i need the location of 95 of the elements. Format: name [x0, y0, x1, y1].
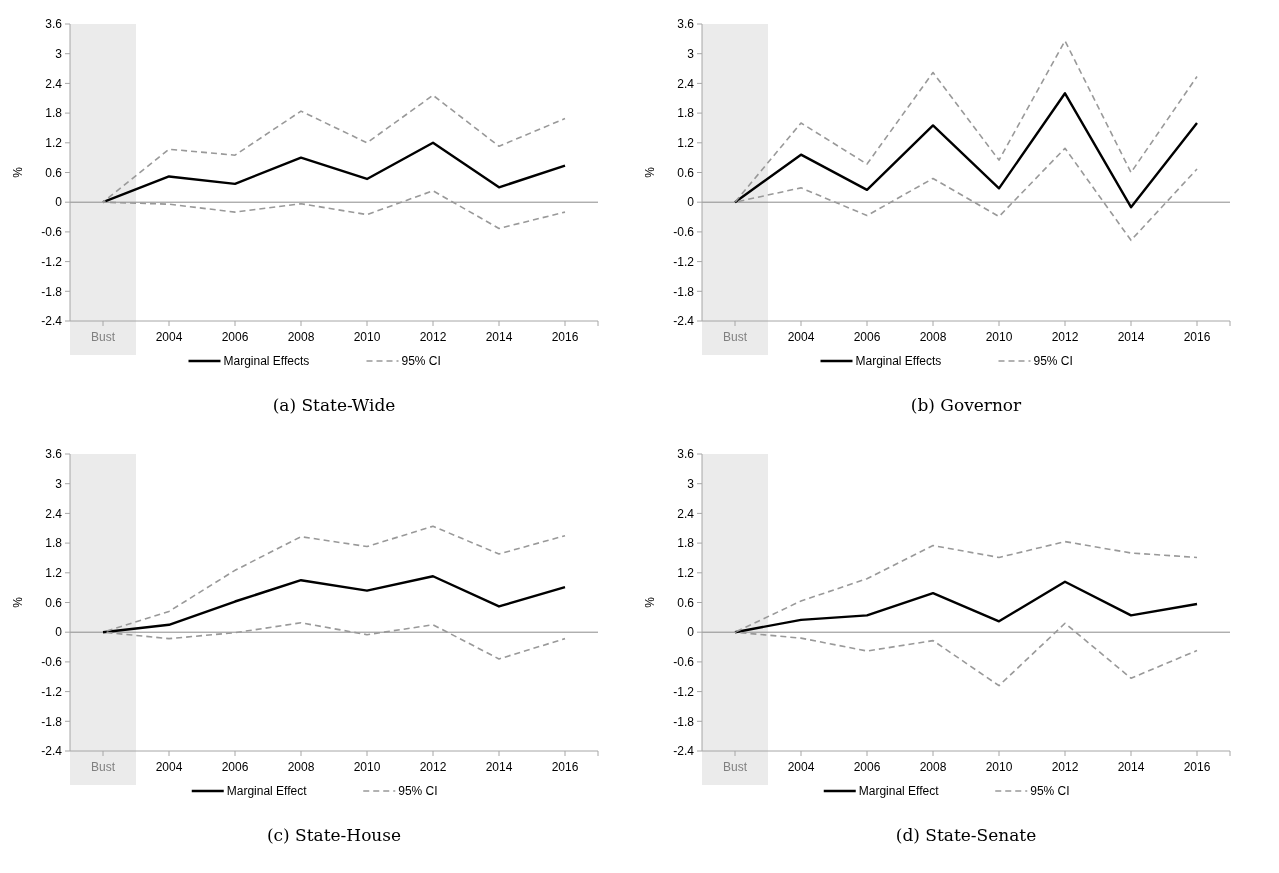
y-tick-label: 1.2	[45, 566, 63, 580]
x-tick-label: 2016	[551, 760, 579, 774]
y-tick-label: -1.2	[673, 684, 695, 699]
legend-label: 95% CI	[398, 784, 438, 799]
x-tick-label: Bust	[90, 760, 116, 774]
x-tick-label: 2014	[485, 760, 513, 774]
y-tick-label: 2.4	[677, 506, 695, 521]
x-tick-label: 2008	[287, 760, 315, 774]
y-tick-label: 0.6	[677, 165, 695, 180]
y-tick-label: -1.8	[673, 714, 695, 729]
line-series	[733, 92, 1199, 209]
y-tick-label: 2.4	[677, 76, 695, 91]
x-tick-label: 2006	[221, 760, 249, 774]
x-tick-label: 2006	[853, 330, 881, 344]
y-tick-label: 0.6	[45, 165, 63, 180]
x-tick-label: Bust	[90, 330, 116, 344]
y-tick-label: -1.8	[673, 284, 695, 299]
x-tick-label: 2016	[1183, 330, 1211, 344]
x-tick-label: Bust	[722, 330, 748, 344]
x-tick-label: 2010	[985, 330, 1013, 344]
y-tick-label: 1.8	[45, 536, 63, 551]
x-tick-label: 2010	[985, 760, 1013, 774]
x-tick-label: 2014	[1117, 330, 1145, 344]
y-tick-label: 3	[687, 476, 695, 491]
y-tick-label: 0	[55, 195, 63, 210]
x-tick-label: 2012	[419, 760, 447, 774]
x-tick-label: 2012	[419, 330, 447, 344]
y-tick-label: 0	[687, 625, 695, 640]
x-tick-label: 2016	[1183, 760, 1211, 774]
y-tick-label: 3.6	[677, 17, 695, 32]
y-axis-title: %	[643, 596, 657, 608]
x-tick-label: 2008	[919, 760, 947, 774]
y-tick-label: 1.2	[677, 566, 695, 580]
y-axis-title: %	[643, 166, 657, 178]
y-tick-label: -0.6	[673, 655, 695, 670]
y-tick-label: 1.8	[677, 536, 695, 551]
y-axis-title: %	[11, 596, 25, 608]
x-tick-label: 2012	[1051, 760, 1079, 774]
legend-label: Marginal Effect	[226, 784, 308, 799]
y-tick-label: 3.6	[677, 447, 695, 462]
legend-label: Marginal Effects	[223, 354, 310, 369]
y-tick-label: 1.2	[677, 136, 695, 150]
x-tick-label: 2004	[155, 760, 183, 774]
y-tick-label: -2.4	[41, 744, 63, 759]
y-tick-label: 2.4	[45, 76, 63, 91]
y-tick-label: 1.2	[45, 136, 63, 150]
x-tick-label: 2004	[155, 330, 183, 344]
y-axis-title: %	[11, 166, 25, 178]
legend-label: 95% CI	[401, 354, 441, 369]
y-tick-label: -0.6	[41, 655, 63, 670]
y-tick-label: 0	[55, 625, 63, 640]
text: (b) Governor	[910, 395, 1023, 415]
y-tick-label: -0.6	[41, 225, 63, 240]
y-tick-label: 3	[55, 476, 63, 491]
y-tick-label: 2.4	[45, 506, 63, 521]
y-tick-label: -0.6	[673, 225, 695, 240]
y-tick-label: -2.4	[673, 744, 695, 759]
legend-label: Marginal Effects	[855, 354, 942, 369]
y-tick-label: -1.8	[41, 714, 63, 729]
x-tick-label: 2006	[221, 330, 249, 344]
y-tick-label: -2.4	[41, 314, 63, 329]
x-tick-label: 2012	[1051, 330, 1079, 344]
y-tick-label: 3.6	[45, 17, 63, 32]
x-tick-label: 2010	[353, 760, 381, 774]
text: (a) State-Wide	[272, 395, 396, 415]
y-tick-label: -1.2	[41, 254, 63, 269]
y-tick-label: 0.6	[677, 595, 695, 610]
x-tick-label: 2004	[787, 760, 815, 774]
y-tick-label: 0	[687, 195, 695, 210]
legend-label: 95% CI	[1030, 784, 1070, 799]
y-tick-label: -2.4	[673, 314, 695, 329]
legend-label: Marginal Effect	[858, 784, 940, 799]
y-tick-label: 3	[55, 46, 63, 61]
y-tick-label: 3.6	[45, 447, 63, 462]
y-tick-label: -1.2	[41, 684, 63, 699]
x-tick-label: 2008	[919, 330, 947, 344]
line-series	[733, 580, 1199, 634]
text: (c) State-House	[266, 825, 402, 845]
text: (d) State-Senate	[895, 825, 1037, 845]
x-tick-label: Bust	[722, 760, 748, 774]
x-tick-label: 2016	[551, 330, 579, 344]
x-tick-label: 2008	[287, 330, 315, 344]
x-tick-label: 2014	[485, 330, 513, 344]
line-series	[101, 575, 567, 634]
legend-label: 95% CI	[1033, 354, 1073, 369]
y-tick-label: -1.8	[41, 284, 63, 299]
y-tick-label: 1.8	[677, 106, 695, 121]
x-tick-label: 2006	[853, 760, 881, 774]
x-tick-label: 2004	[787, 330, 815, 344]
y-tick-label: -1.2	[673, 254, 695, 269]
y-tick-label: 0.6	[45, 595, 63, 610]
x-tick-label: 2014	[1117, 760, 1145, 774]
y-tick-label: 3	[687, 46, 695, 61]
y-tick-label: 1.8	[45, 106, 63, 121]
x-tick-label: 2010	[353, 330, 381, 344]
